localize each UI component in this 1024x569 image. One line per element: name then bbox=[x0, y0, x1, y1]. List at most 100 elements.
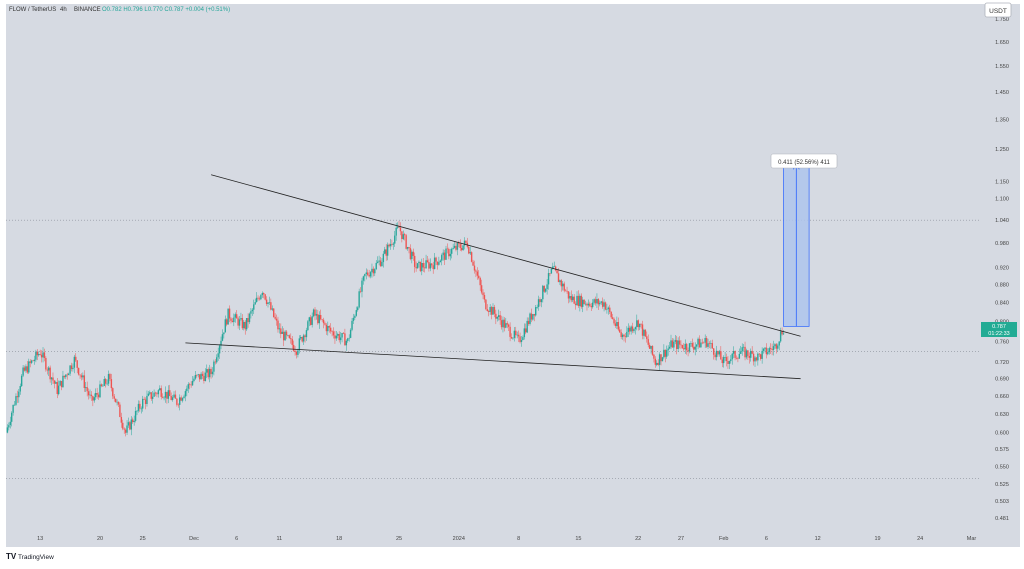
candle-up bbox=[347, 338, 349, 341]
candle-up bbox=[626, 331, 628, 337]
price-tick-label: 0.600 bbox=[995, 431, 1009, 437]
price-axis[interactable]: 1.750 1.650 1.550 1.450 1.350 1.250 1.150 1.100… bbox=[995, 17, 1009, 522]
candle-down bbox=[623, 334, 625, 337]
tradingview-logo[interactable]: TV TradingView bbox=[6, 552, 54, 561]
trendline-support[interactable] bbox=[185, 342, 801, 380]
candle-down bbox=[96, 393, 98, 395]
candle-up bbox=[349, 329, 352, 338]
candle-up bbox=[540, 299, 543, 303]
candle-up bbox=[722, 357, 725, 364]
candle-up bbox=[764, 347, 766, 349]
candle-up bbox=[147, 393, 150, 396]
candle-up bbox=[741, 347, 743, 352]
price-tick-label: 0.630 bbox=[995, 412, 1009, 418]
candle-down bbox=[29, 361, 31, 363]
candle-down bbox=[275, 318, 278, 321]
candle-up bbox=[339, 337, 342, 341]
candle-up bbox=[695, 344, 698, 347]
candle-down bbox=[342, 333, 345, 334]
candle-up bbox=[9, 421, 11, 425]
candle-down bbox=[40, 354, 43, 358]
candle-down bbox=[87, 391, 90, 396]
candle-up bbox=[50, 377, 53, 380]
candle-up bbox=[673, 341, 675, 348]
candle-up bbox=[550, 269, 553, 274]
candle-down bbox=[86, 387, 88, 392]
candle-up bbox=[536, 307, 538, 308]
candle-down bbox=[752, 353, 755, 362]
candle-up bbox=[268, 302, 271, 303]
candle-up bbox=[616, 322, 618, 326]
candle-down bbox=[113, 396, 115, 399]
candle-down bbox=[543, 285, 545, 292]
time-tick-label: 15 bbox=[575, 536, 581, 542]
candle-down bbox=[79, 374, 81, 376]
candle-down bbox=[154, 392, 157, 394]
candle-down bbox=[388, 244, 390, 247]
time-axis[interactable]: 13 20 25 Dec 6 11 18 25 2024 8 15 22 27 Feb 6 12 19 24 Mar bbox=[37, 536, 976, 542]
last-price-badge bbox=[981, 322, 1017, 337]
candle-up bbox=[704, 338, 706, 343]
plot-background[interactable] bbox=[6, 4, 980, 527]
candle-down bbox=[698, 338, 701, 348]
candle-up bbox=[547, 273, 550, 285]
candle-up bbox=[19, 386, 21, 392]
candle-up bbox=[187, 384, 189, 389]
candle-up bbox=[213, 361, 215, 372]
candle-down bbox=[646, 336, 648, 340]
candle-up bbox=[103, 379, 105, 386]
candle-down bbox=[412, 251, 414, 256]
candle-up bbox=[710, 343, 712, 344]
price-tick-label: 0.920 bbox=[995, 266, 1009, 272]
candle-up bbox=[194, 375, 197, 379]
candle-down bbox=[533, 314, 535, 316]
candle-up bbox=[740, 351, 742, 354]
candle-up bbox=[133, 420, 135, 423]
candle-up bbox=[569, 296, 571, 299]
tradingview-logo-text: TradingView bbox=[18, 554, 54, 561]
candle-up bbox=[376, 261, 379, 263]
measure-group[interactable] bbox=[783, 162, 810, 327]
candle-up bbox=[69, 365, 71, 374]
candle-down bbox=[26, 366, 29, 373]
time-tick-label: 8 bbox=[517, 536, 520, 542]
candle-up bbox=[227, 308, 229, 325]
candle-up bbox=[308, 317, 311, 322]
candle-down bbox=[473, 265, 476, 271]
candle-down bbox=[436, 261, 439, 265]
price-axis-background[interactable] bbox=[980, 4, 1020, 527]
candle-up bbox=[389, 244, 392, 247]
candle-up bbox=[394, 235, 396, 244]
candle-down bbox=[244, 321, 246, 330]
candle-down bbox=[613, 318, 615, 324]
candle-down bbox=[472, 261, 474, 266]
candle-down bbox=[294, 350, 296, 352]
candle-up bbox=[184, 391, 187, 397]
candle-up bbox=[634, 327, 637, 330]
candle-up bbox=[694, 346, 696, 350]
candle-up bbox=[762, 348, 765, 351]
currency-box[interactable] bbox=[984, 2, 1012, 18]
candle-down bbox=[480, 285, 483, 293]
candle-down bbox=[465, 240, 467, 243]
trendline-resistance[interactable] bbox=[210, 174, 801, 337]
candle-down bbox=[16, 396, 19, 398]
candle-down bbox=[586, 303, 588, 306]
time-axis-background[interactable] bbox=[6, 527, 1020, 547]
candle-down bbox=[114, 398, 117, 403]
candle-up bbox=[375, 262, 377, 269]
candle-down bbox=[273, 308, 275, 317]
candle-down bbox=[329, 327, 332, 332]
candle-down bbox=[32, 360, 34, 362]
candle-down bbox=[290, 338, 292, 340]
candle-up bbox=[715, 350, 718, 358]
trendlines[interactable] bbox=[185, 174, 801, 380]
candle-up bbox=[523, 328, 526, 338]
candle-down bbox=[721, 359, 723, 364]
candle-down bbox=[119, 404, 121, 417]
candle-down bbox=[174, 394, 177, 399]
candle-up bbox=[633, 329, 635, 332]
candle-up bbox=[451, 248, 453, 254]
candle-down bbox=[36, 351, 39, 356]
